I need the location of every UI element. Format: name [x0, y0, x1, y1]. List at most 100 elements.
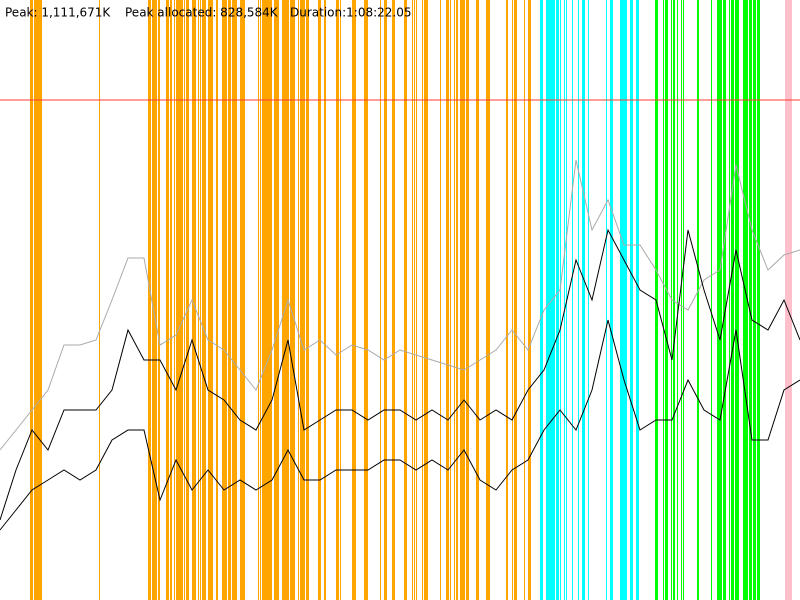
- event-band: [208, 0, 211, 600]
- event-band: [264, 0, 267, 600]
- event-band: [546, 0, 549, 600]
- event-band: [336, 0, 339, 600]
- event-band: [232, 0, 235, 600]
- event-band: [216, 0, 218, 600]
- event-band: [636, 0, 639, 600]
- event-band: [258, 0, 259, 600]
- event-band: [416, 0, 417, 600]
- event-band: [588, 0, 589, 600]
- event-band: [282, 0, 285, 600]
- event-band: [234, 0, 236, 600]
- event-band: [753, 0, 756, 600]
- event-band: [789, 0, 792, 600]
- event-band: [665, 0, 668, 600]
- event-band: [630, 0, 633, 600]
- event-band: [240, 0, 242, 600]
- event-band: [298, 0, 299, 600]
- event-band: [550, 0, 552, 600]
- event-band: [414, 0, 415, 600]
- event-band: [194, 0, 196, 600]
- event-band: [270, 0, 272, 600]
- event-band: [725, 0, 726, 600]
- event-band: [424, 0, 427, 600]
- event-band: [99, 0, 100, 600]
- event-band: [292, 0, 295, 600]
- event-band: [224, 0, 226, 600]
- event-band: [556, 0, 559, 600]
- event-band: [582, 0, 585, 600]
- event-band: [340, 0, 341, 600]
- event-band: [166, 0, 169, 600]
- event-band: [354, 0, 356, 600]
- event-band: [228, 0, 231, 600]
- event-band: [198, 0, 199, 600]
- event-band: [38, 0, 40, 600]
- peak-allocated-label: Peak allocated: 828,584K: [125, 6, 279, 20]
- event-band: [284, 0, 287, 600]
- event-band: [506, 0, 508, 600]
- event-band: [719, 0, 721, 600]
- event-band: [386, 0, 387, 600]
- event-band: [610, 0, 612, 600]
- event-band: [450, 0, 451, 600]
- event-band: [32, 0, 33, 600]
- event-band: [176, 0, 178, 600]
- event-band: [384, 0, 387, 600]
- event-band: [560, 0, 561, 600]
- event-band: [548, 0, 550, 600]
- event-band: [260, 0, 261, 600]
- event-band: [158, 0, 160, 600]
- event-band: [622, 0, 625, 600]
- event-band: [785, 0, 788, 600]
- event-band: [620, 0, 623, 600]
- event-band: [697, 0, 699, 600]
- event-band: [512, 0, 513, 600]
- event-band: [440, 0, 441, 600]
- event-band: [486, 0, 488, 600]
- event-band: [242, 0, 244, 600]
- event-band: [745, 0, 747, 600]
- event-band: [657, 0, 658, 600]
- event-band: [468, 0, 469, 600]
- event-band: [180, 0, 183, 600]
- event-band: [154, 0, 157, 600]
- event-band: [683, 0, 684, 600]
- event-band: [244, 0, 245, 600]
- event-band: [572, 0, 573, 600]
- event-band: [186, 0, 188, 600]
- event-band: [578, 0, 579, 600]
- memory-line: [0, 159, 800, 451]
- event-band: [729, 0, 730, 600]
- memory-line: [0, 228, 800, 521]
- event-band: [460, 0, 463, 600]
- event-band: [266, 0, 269, 600]
- event-band: [318, 0, 321, 600]
- event-band: [202, 0, 204, 600]
- event-band: [34, 0, 36, 600]
- event-band: [226, 0, 227, 600]
- event-band: [514, 0, 517, 600]
- event-band: [412, 0, 413, 600]
- event-band: [364, 0, 366, 600]
- event-band: [300, 0, 303, 600]
- event-band: [148, 0, 151, 600]
- peak-label: Peak: 1,111,671K: [5, 6, 111, 20]
- event-band: [366, 0, 368, 600]
- event-band: [184, 0, 185, 600]
- event-band: [422, 0, 423, 600]
- event-band: [210, 0, 213, 600]
- event-band: [488, 0, 490, 600]
- event-band: [392, 0, 395, 600]
- event-band: [528, 0, 531, 600]
- event-band: [290, 0, 292, 600]
- event-band: [524, 0, 525, 600]
- event-band: [737, 0, 739, 600]
- duration-label: Duration:1:08:22.05: [290, 6, 412, 20]
- event-band: [404, 0, 407, 600]
- event-band: [723, 0, 725, 600]
- event-band: [749, 0, 752, 600]
- event-band: [30, 0, 33, 600]
- event-bands: [30, 0, 792, 600]
- event-band: [624, 0, 627, 600]
- event-band: [681, 0, 682, 600]
